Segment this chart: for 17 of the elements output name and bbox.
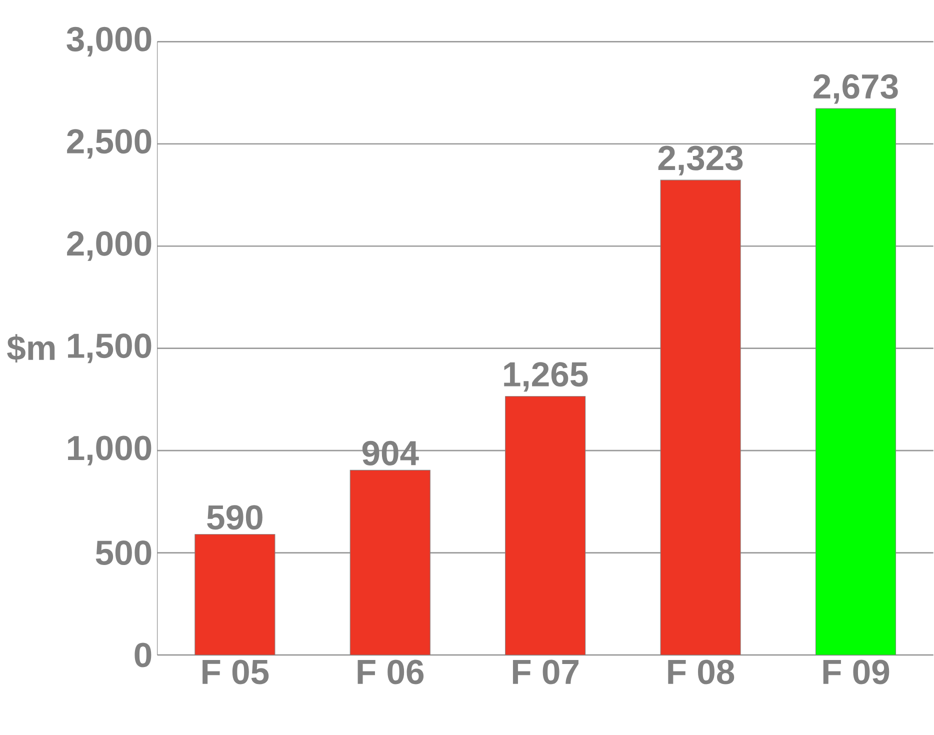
y-tick-label: 500	[96, 540, 152, 566]
data-label: 2,323	[658, 146, 743, 176]
y-tick-label: 1,500	[68, 334, 152, 364]
data-label: 1,265	[504, 362, 588, 392]
x-tick-label: F 08	[668, 660, 734, 684]
x-tick-label: F 05	[202, 660, 269, 684]
y-tick-label: 3,000	[66, 26, 152, 56]
x-tick-label: F 06	[358, 660, 424, 684]
x-tick-label: F 07	[512, 660, 578, 684]
data-label: 2,673	[814, 74, 898, 104]
y-tick-label: 1,000	[68, 436, 152, 466]
y-axis-title: $m	[7, 334, 55, 362]
x-tick-label: F 09	[823, 660, 890, 684]
y-tick-label: 2,000	[67, 231, 152, 261]
y-tick-label: 0	[134, 642, 152, 668]
y-tick-label: 2,500	[67, 129, 152, 159]
data-label: 590	[207, 505, 262, 530]
